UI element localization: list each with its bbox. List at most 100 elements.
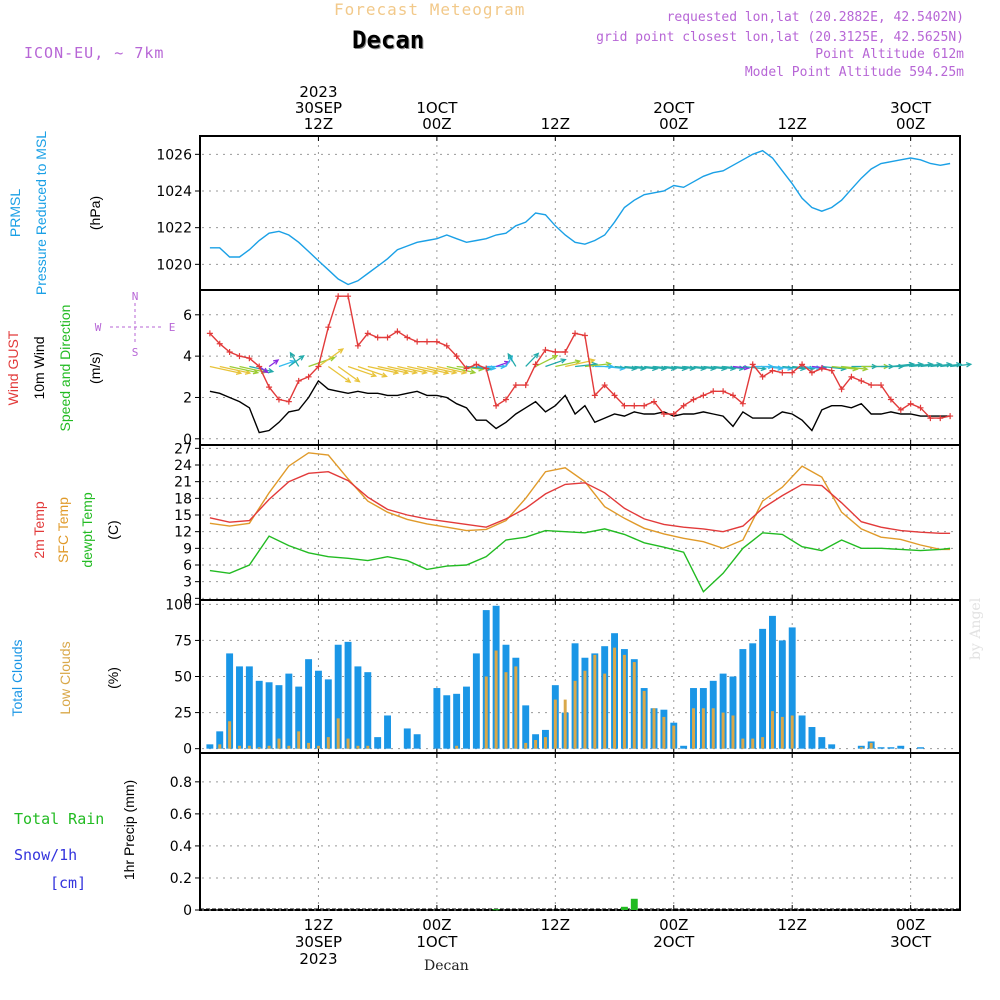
- wind-gust-line-point: [907, 400, 914, 407]
- low-cloud-bar: [573, 680, 577, 749]
- wind-gust-line-point: [502, 396, 509, 403]
- wind-arrow: [446, 365, 476, 374]
- wind-gust-line-point: [868, 382, 875, 389]
- wind-arrow: [337, 365, 360, 383]
- total-cloud-bar: [413, 734, 421, 749]
- wind-arrow: [456, 365, 484, 370]
- low-cloud-bar: [701, 708, 705, 749]
- dewpt-line: [209, 528, 951, 593]
- wind-arrow-head: [507, 352, 513, 360]
- wind-gust-line-point: [601, 382, 608, 389]
- y-tick-label: 0: [183, 591, 192, 607]
- total-cloud-bar: [285, 673, 293, 749]
- bottom-time-label: 1OCT: [416, 933, 458, 951]
- point-altitude: Point Altitude 612m: [815, 47, 964, 62]
- wind-arrow: [673, 365, 695, 370]
- ylabel-text: (C): [105, 520, 121, 539]
- rain-bar: [492, 909, 500, 911]
- wind-gust-line-point: [759, 373, 766, 380]
- wind-arrow: [683, 365, 706, 370]
- compass-w: W: [95, 321, 102, 334]
- total-cloud-bar: [443, 695, 451, 749]
- low-cloud-bar: [780, 716, 784, 749]
- top-time-label: 12Z: [778, 115, 807, 133]
- wind-gust-line-point: [315, 363, 322, 370]
- wind-gust-line-point: [690, 396, 697, 403]
- ylabel-text: 2m Temp: [31, 501, 47, 559]
- wind-arrow: [507, 353, 517, 367]
- wind-arrow-head: [337, 348, 345, 354]
- low-cloud-bar: [741, 738, 745, 749]
- wind-gust-line-point: [937, 415, 944, 422]
- wind-gust-line-point: [345, 293, 352, 300]
- ylabel-group: Pressure Reduced to MSL: [33, 131, 49, 295]
- wind-arrow-head: [574, 359, 582, 365]
- top-time-label: 3OCT: [890, 99, 932, 117]
- low-cloud-bar: [228, 721, 232, 749]
- wind-arrow: [495, 361, 510, 368]
- low-cloud-bar: [366, 745, 370, 749]
- model-altitude: Model Point Altitude 594.25m: [744, 65, 964, 80]
- wind-arrow: [792, 365, 814, 370]
- top-time-label: 12Z: [304, 115, 333, 133]
- low-cloud-bar: [218, 744, 222, 749]
- low-cloud-bar: [484, 676, 488, 749]
- wind-gust-line-point: [275, 396, 282, 403]
- low-cloud-bar: [613, 647, 617, 749]
- y-tick-label: 0.4: [170, 839, 192, 855]
- low-cloud-bar: [336, 718, 340, 749]
- wind-arrow-head: [252, 369, 260, 375]
- wind-gust-line-point: [473, 361, 480, 368]
- wind-gust-line-point: [789, 369, 796, 376]
- y-tick-label: 1020: [156, 257, 192, 273]
- wind-arrow: [723, 365, 744, 370]
- total-cloud-bar: [463, 686, 470, 749]
- wind-arrow-head: [432, 369, 439, 375]
- wind-gust-line-point: [463, 365, 470, 372]
- wind-gust-line-point: [680, 402, 687, 409]
- wind-arrow: [910, 363, 933, 368]
- wind-arrow: [900, 363, 923, 368]
- wind-gust-line-point: [799, 361, 806, 368]
- location-title: Decan: [352, 26, 425, 54]
- y-tick-label: 75: [174, 633, 192, 649]
- wind-gust-line-point: [236, 353, 243, 360]
- forecast-title: Forecast Meteogram: [334, 0, 526, 19]
- top-time-label: 1OCT: [416, 99, 458, 117]
- wind-arrow-head: [262, 367, 269, 374]
- total-cloud-bar: [374, 737, 382, 749]
- y-tick-label: 25: [174, 706, 192, 722]
- wind-arrow: [209, 365, 242, 374]
- total-cloud-bar: [917, 747, 924, 749]
- wind-gust-line-point: [739, 400, 746, 407]
- wind-arrow: [920, 363, 942, 368]
- low-cloud-bar: [504, 672, 508, 749]
- y-tick-label: 50: [174, 670, 192, 686]
- y-tick-label: 6: [183, 308, 192, 324]
- low-cloud-bar: [622, 654, 626, 749]
- wind-arrow: [890, 363, 914, 368]
- rain-bar: [620, 906, 628, 910]
- wind-arrow: [525, 353, 539, 367]
- y-tick-label: 1024: [156, 184, 192, 200]
- total-cloud-bar: [453, 693, 461, 749]
- panel-frame: [199, 752, 961, 911]
- snow-unit-label: [cm]: [50, 874, 86, 892]
- ylabel-text: 10m Wind: [31, 336, 47, 399]
- wind-arrow-head: [421, 369, 428, 375]
- wind-gust-line-point: [295, 377, 302, 384]
- wind-gust-line-point: [729, 392, 736, 399]
- wind-gust-line-point: [631, 402, 638, 409]
- wind-gust-line-point: [917, 404, 924, 411]
- wind-arrow: [268, 359, 279, 367]
- wind-arrow-head: [469, 369, 477, 375]
- wind-gust-line-point: [256, 363, 263, 370]
- total-cloud-bar: [295, 686, 303, 749]
- y-tick-label: 12: [174, 525, 192, 541]
- wind-arrow-head: [289, 351, 296, 358]
- low-cloud-bar: [731, 715, 735, 749]
- wind-arrow: [634, 365, 658, 370]
- wind-gust-line-point: [878, 382, 885, 389]
- wind-arrow: [821, 365, 846, 370]
- total-cloud-bar: [216, 731, 224, 749]
